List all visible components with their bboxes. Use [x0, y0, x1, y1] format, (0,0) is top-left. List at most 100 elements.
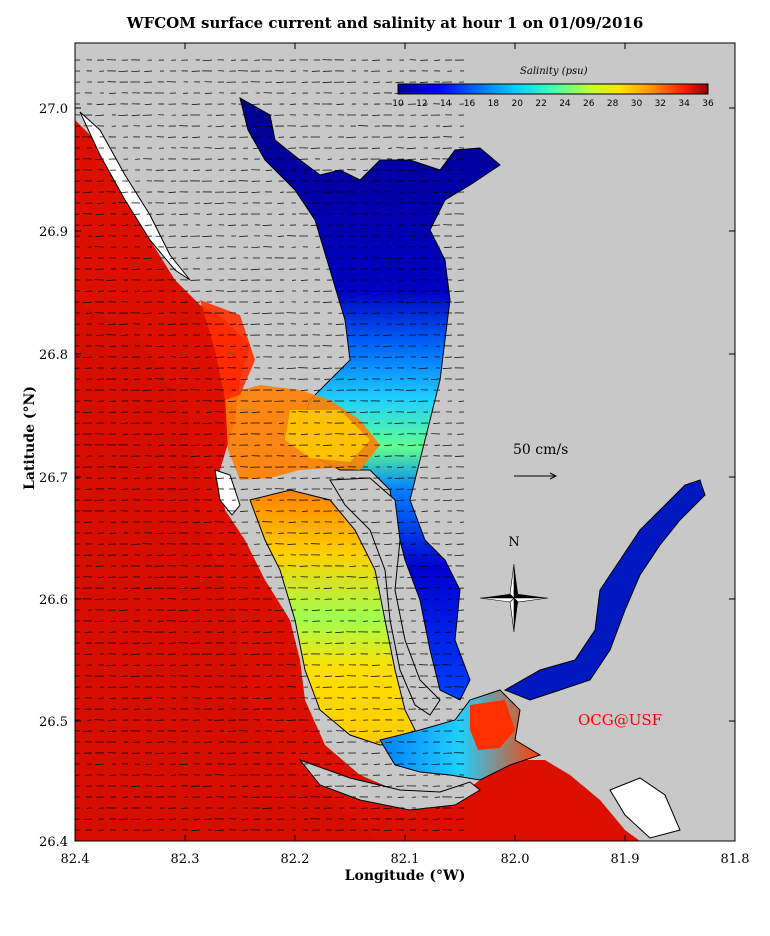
- current-vector: [214, 147, 225, 150]
- current-vector: [95, 114, 105, 117]
- current-vector: [454, 356, 465, 358]
- y-tick-label: 26.6: [39, 593, 68, 608]
- current-vector: [240, 378, 249, 380]
- current-vector: [431, 763, 441, 766]
- current-vector: [454, 554, 465, 557]
- current-vector: [266, 180, 273, 182]
- current-vector: [166, 246, 177, 249]
- current-vector: [455, 587, 465, 589]
- current-vector: [190, 642, 201, 644]
- current-vector: [310, 224, 321, 226]
- current-vector: [180, 587, 189, 589]
- current-vector: [410, 532, 417, 534]
- current-vector: [430, 224, 441, 226]
- current-vector: [347, 378, 357, 380]
- current-vector: [394, 697, 405, 699]
- current-vector: [94, 620, 105, 623]
- current-vector: [250, 103, 261, 105]
- current-vector: [277, 477, 285, 479]
- current-vector: [372, 620, 381, 623]
- current-vector: [336, 103, 345, 105]
- current-vector: [121, 224, 129, 226]
- current-vector: [166, 554, 177, 557]
- current-vector: [323, 202, 333, 205]
- current-vector: [322, 301, 333, 303]
- current-vector: [144, 70, 153, 72]
- current-vector: [444, 246, 453, 248]
- current-vector: [407, 576, 417, 579]
- current-vector: [238, 323, 249, 326]
- x-tick-label: 81.8: [721, 852, 750, 867]
- current-vector: [82, 301, 93, 304]
- current-vector: [334, 169, 345, 171]
- current-vector: [251, 246, 261, 249]
- current-vector: [420, 180, 429, 182]
- current-vector: [179, 213, 189, 215]
- current-vector: [418, 686, 429, 688]
- current-vector: [242, 345, 249, 347]
- current-vector: [191, 554, 201, 557]
- current-vector: [324, 642, 333, 645]
- current-vector: [85, 290, 93, 292]
- current-vector: [206, 411, 213, 413]
- current-vector: [335, 675, 345, 677]
- current-vector: [119, 686, 129, 688]
- current-vector: [442, 125, 453, 127]
- current-vector: [179, 246, 189, 249]
- current-vector: [430, 301, 441, 304]
- current-vector: [314, 532, 321, 534]
- x-tick-label: 82.1: [391, 852, 420, 867]
- y-tick-label: 26.9: [39, 225, 68, 240]
- current-vector: [252, 312, 261, 315]
- current-vector: [131, 785, 141, 787]
- current-vector: [372, 664, 381, 666]
- current-vector: [288, 444, 297, 446]
- current-vector: [322, 81, 333, 83]
- current-vector: [383, 785, 393, 788]
- current-vector: [215, 477, 225, 479]
- current-vector: [434, 59, 441, 61]
- current-vector: [109, 92, 117, 94]
- current-vector: [286, 719, 297, 721]
- current-vector: [193, 169, 201, 171]
- current-vector: [384, 554, 393, 556]
- y-tick-label: 26.4: [39, 835, 68, 850]
- current-vector: [311, 697, 321, 700]
- current-vector: [134, 378, 141, 380]
- current-vector: [298, 796, 309, 798]
- current-vector: [348, 224, 357, 227]
- current-vector: [144, 235, 153, 238]
- current-vector: [358, 433, 369, 435]
- current-vector: [180, 664, 189, 666]
- current-vector: [383, 829, 393, 832]
- current-vector: [191, 103, 201, 105]
- current-vector: [169, 818, 177, 820]
- current-vector: [178, 620, 189, 622]
- current-vector: [205, 290, 213, 292]
- colorbar-title: Salinity (psu): [520, 66, 588, 77]
- current-vector: [442, 367, 453, 369]
- current-vector: [156, 268, 165, 271]
- current-vector: [85, 202, 93, 204]
- x-tick-label: 82.2: [281, 852, 310, 867]
- current-vector: [394, 477, 405, 479]
- current-vector: [310, 730, 321, 732]
- current-vector: [238, 598, 249, 600]
- current-vector: [202, 444, 213, 446]
- colorbar-tick-label: 30: [631, 99, 643, 109]
- current-vector: [335, 796, 345, 798]
- map-title: WFCOM surface current and salinity at ho…: [126, 14, 644, 32]
- current-vector: [119, 191, 129, 194]
- charlotte-harbor: [239, 96, 501, 701]
- current-vector: [120, 334, 129, 336]
- current-vector: [383, 334, 393, 336]
- current-vector: [215, 829, 225, 831]
- north-compass: [479, 563, 549, 633]
- current-vector: [262, 807, 273, 809]
- scale-arrow: [514, 472, 558, 480]
- current-vector: [383, 730, 393, 733]
- current-vector: [240, 510, 249, 512]
- current-vector: [132, 268, 141, 271]
- current-vector: [190, 455, 201, 457]
- current-vector: [75, 400, 81, 402]
